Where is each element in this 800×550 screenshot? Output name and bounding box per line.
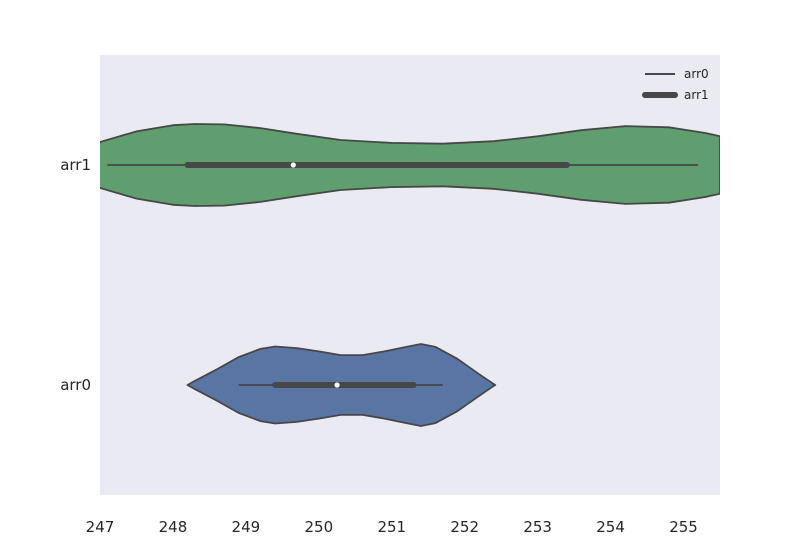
y-tick-label: arr1 [60,156,91,174]
x-tick-label: 252 [450,518,479,536]
x-tick-label: 249 [232,518,261,536]
y-tick-label: arr0 [60,376,91,394]
x-tick-label: 254 [596,518,625,536]
violins-group [100,123,720,427]
plot-area [100,55,720,495]
legend-label-arr1: arr1 [684,88,709,102]
x-tick-label: 255 [669,518,698,536]
x-tick-label: 253 [523,518,552,536]
y-tick-labels: arr1 arr0 [60,156,91,394]
median-arr0 [334,382,340,388]
x-tick-label: 250 [305,518,334,536]
x-tick-label: 248 [159,518,188,536]
median-arr1 [290,162,296,168]
legend: arr0 arr1 [642,67,709,102]
x-tick-labels: 247 248 249 250 251 252 253 254 255 [86,518,698,536]
x-tick-label: 247 [86,518,115,536]
x-tick-label: 251 [377,518,406,536]
legend-label-arr0: arr0 [684,67,709,81]
